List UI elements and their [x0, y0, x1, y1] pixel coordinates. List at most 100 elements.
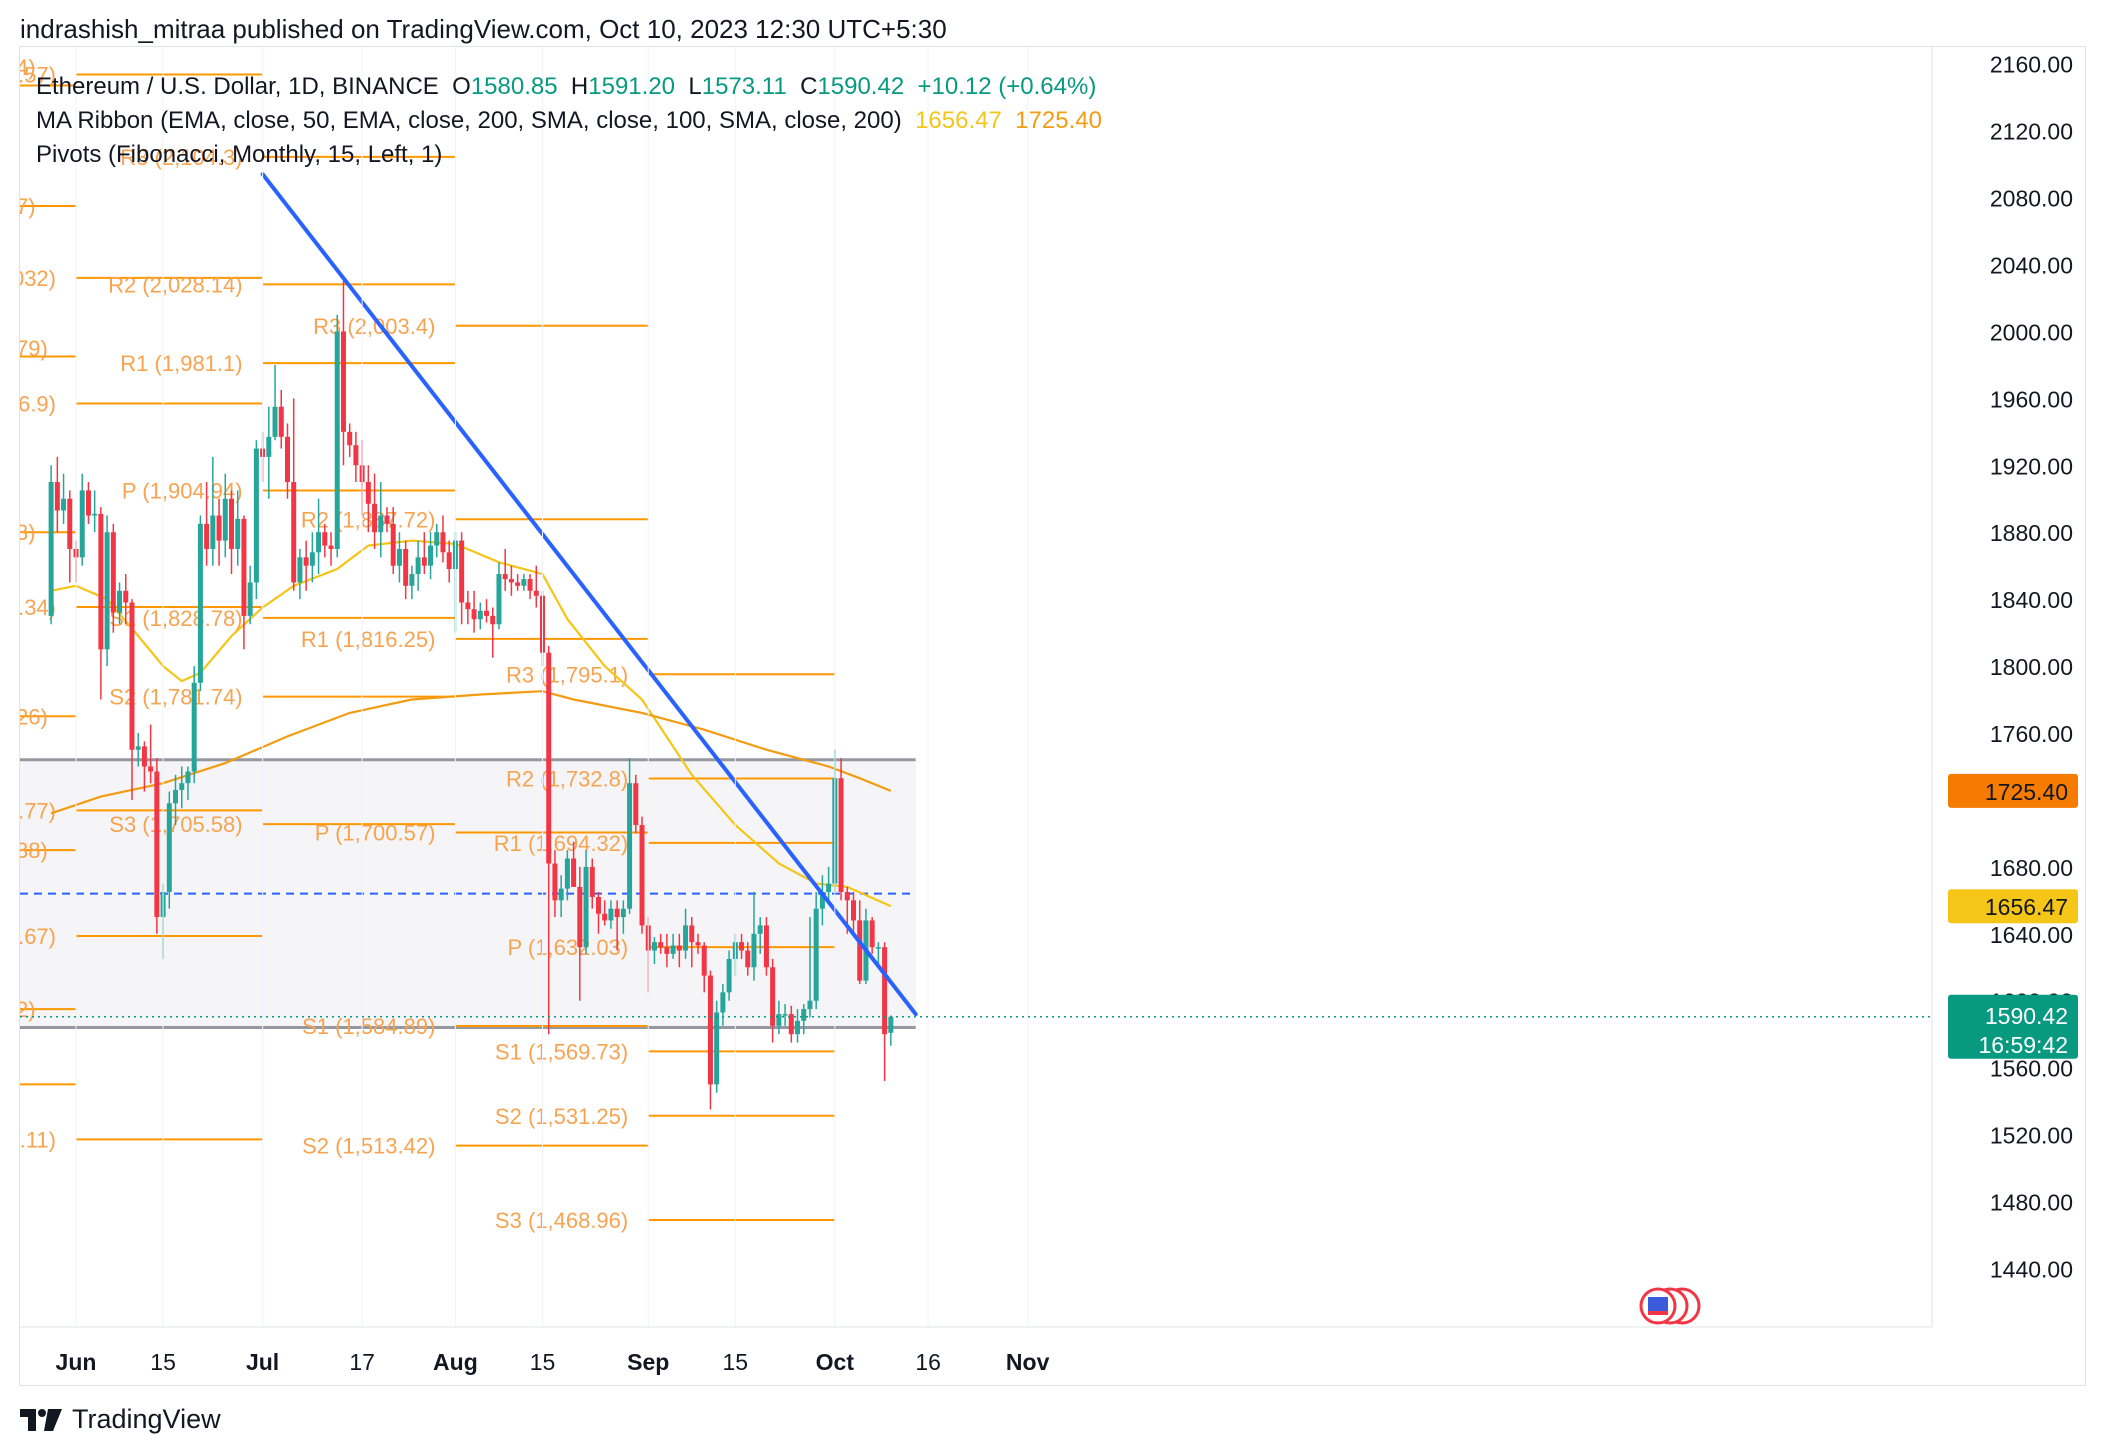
- candle-body: [564, 858, 570, 889]
- candle-body: [85, 490, 91, 516]
- pivot-label-s2: S2 (1,638.67): [0, 924, 56, 949]
- y-tick-label: 1680.00: [1990, 855, 2073, 881]
- candle-body: [421, 557, 427, 566]
- legend-symbol[interactable]: Ethereum / U.S. Dollar, 1D, BINANCE: [36, 73, 439, 100]
- pivot-edge-label: 4): [16, 55, 36, 80]
- candle-body: [241, 518, 247, 616]
- candle-body: [465, 602, 471, 610]
- candle-body: [838, 778, 844, 892]
- candle-body: [297, 557, 303, 583]
- candle-body: [521, 579, 527, 586]
- tradingview-logo-icon: [20, 1408, 62, 1431]
- candle-body: [770, 967, 776, 1026]
- footer-brand-text: TradingView: [72, 1404, 221, 1434]
- candle-body: [210, 515, 216, 549]
- x-tick-label: Oct: [816, 1349, 855, 1375]
- candle-body: [851, 900, 856, 921]
- candle-body: [595, 896, 601, 914]
- legend-ma-row: MA Ribbon (EMA, close, 50, EMA, close, 2…: [36, 104, 1102, 138]
- candle-body: [253, 448, 259, 583]
- candle-body: [676, 945, 682, 951]
- event-flag-fill: [1648, 1297, 1668, 1311]
- candle-body: [129, 602, 135, 750]
- candle-body: [484, 610, 490, 616]
- candle-body: [347, 431, 353, 446]
- candle-body: [284, 436, 290, 483]
- candle-body: [446, 552, 452, 570]
- candle-body: [689, 925, 695, 943]
- candle-body: [434, 532, 440, 546]
- price-axis: 2160.00 2120.00 2080.00 2040.00 2000.00 1960.…: [1931, 47, 2078, 1327]
- candle-body: [583, 866, 589, 948]
- candle-body: [390, 523, 396, 566]
- x-tick-label: Sep: [627, 1349, 669, 1375]
- candle-body: [683, 925, 689, 951]
- legend-pivots[interactable]: Pivots (Fibonacci, Monthly, 15, Left, 1): [36, 141, 443, 168]
- candle-body: [571, 858, 577, 887]
- candle-body: [788, 1014, 794, 1035]
- price-tag-label: 1725.40: [1985, 779, 2068, 805]
- candle-body: [670, 945, 676, 954]
- candles: [48, 281, 894, 1110]
- pivot-edge-label: 2): [16, 997, 36, 1022]
- pivot-label-s2: S2 (1,781.74): [109, 685, 242, 710]
- legend-open: 1580.85: [470, 73, 558, 100]
- legend-ma-ribbon[interactable]: MA Ribbon (EMA, close, 50, EMA, close, 2…: [36, 107, 902, 134]
- candle-body: [857, 920, 863, 981]
- legend-high-label: H: [570, 73, 589, 100]
- candle-body: [185, 771, 191, 784]
- candle-body: [334, 331, 340, 549]
- candle-body: [191, 682, 197, 772]
- candle-body: [508, 579, 514, 583]
- pivot-edge-label: 79): [16, 336, 48, 361]
- pivot-label-r1: R1 (1,816.25): [301, 627, 436, 652]
- candle-body: [154, 771, 160, 918]
- trendline: [260, 172, 918, 1017]
- candle-body: [92, 513, 98, 516]
- y-tick-label: 1800.00: [1990, 654, 2073, 680]
- footer-brand[interactable]: TradingView: [20, 1404, 221, 1435]
- pivot-label-p: P (1,632.03): [508, 935, 629, 960]
- candle-body: [869, 920, 875, 948]
- candle-body: [303, 557, 309, 566]
- candle-body: [490, 615, 496, 625]
- pivot-label-r1: R1 (1,694.32): [494, 831, 629, 856]
- pivot-label-s1: S1 (1,828.78): [109, 606, 242, 631]
- y-tick-label: 2040.00: [1990, 253, 2073, 279]
- pivot-edge-label: 7): [16, 194, 36, 219]
- legend-open-label: O: [452, 73, 471, 100]
- candle-body: [757, 925, 763, 934]
- candle-body: [627, 783, 633, 909]
- candle-body: [477, 610, 483, 620]
- candle-body: [291, 482, 297, 583]
- candle-body: [428, 545, 434, 566]
- y-tick-label: 1560.00: [1990, 1056, 2073, 1082]
- candle-body: [658, 942, 664, 948]
- candle-body: [328, 545, 334, 549]
- current-price-tag-bg: [1948, 994, 2078, 1059]
- candle-body: [639, 825, 645, 926]
- legend-low-label: L: [688, 73, 702, 100]
- chart-legend: Ethereum / U.S. Dollar, 1D, BINANCE O158…: [36, 70, 1102, 172]
- candle-body: [365, 482, 371, 504]
- candle-body: [720, 992, 726, 1013]
- pivot-label-r2: R2 (2,032): [0, 266, 56, 291]
- candle-body: [384, 515, 390, 524]
- candle-body: [577, 886, 583, 948]
- candle-body: [763, 925, 769, 968]
- candle-body: [826, 883, 832, 892]
- candle-body: [54, 482, 60, 511]
- candle-body: [875, 947, 881, 949]
- candle-body: [552, 863, 558, 901]
- candle-body: [701, 945, 707, 976]
- candle-body: [247, 582, 253, 616]
- candle-body: [309, 552, 315, 566]
- x-tick-label: Jun: [56, 1349, 97, 1375]
- current-price-label: 1590.42: [1985, 1003, 2068, 1029]
- y-tick-label: 1960.00: [1990, 386, 2073, 412]
- candle-body: [415, 557, 421, 575]
- pivot-edge-label: 38): [16, 838, 48, 863]
- candle-body: [515, 582, 521, 586]
- candle-body: [266, 436, 272, 457]
